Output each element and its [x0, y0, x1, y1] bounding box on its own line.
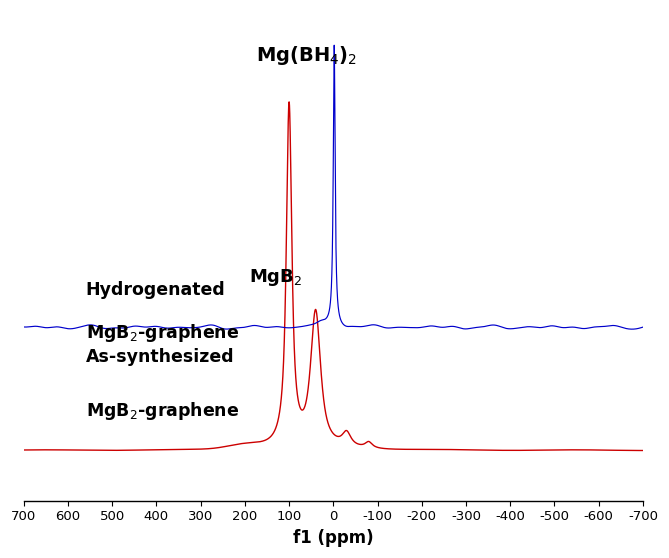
Text: Mg(BH$_4$)$_2$: Mg(BH$_4$)$_2$ — [256, 44, 357, 67]
Text: MgB$_2$-graphene: MgB$_2$-graphene — [86, 400, 239, 422]
X-axis label: f1 (ppm): f1 (ppm) — [293, 529, 373, 547]
Text: Hydrogenated: Hydrogenated — [86, 281, 225, 299]
Text: MgB$_2$-graphene: MgB$_2$-graphene — [86, 322, 239, 344]
Text: MgB$_2$: MgB$_2$ — [249, 267, 302, 288]
Text: As-synthesized: As-synthesized — [86, 348, 234, 367]
